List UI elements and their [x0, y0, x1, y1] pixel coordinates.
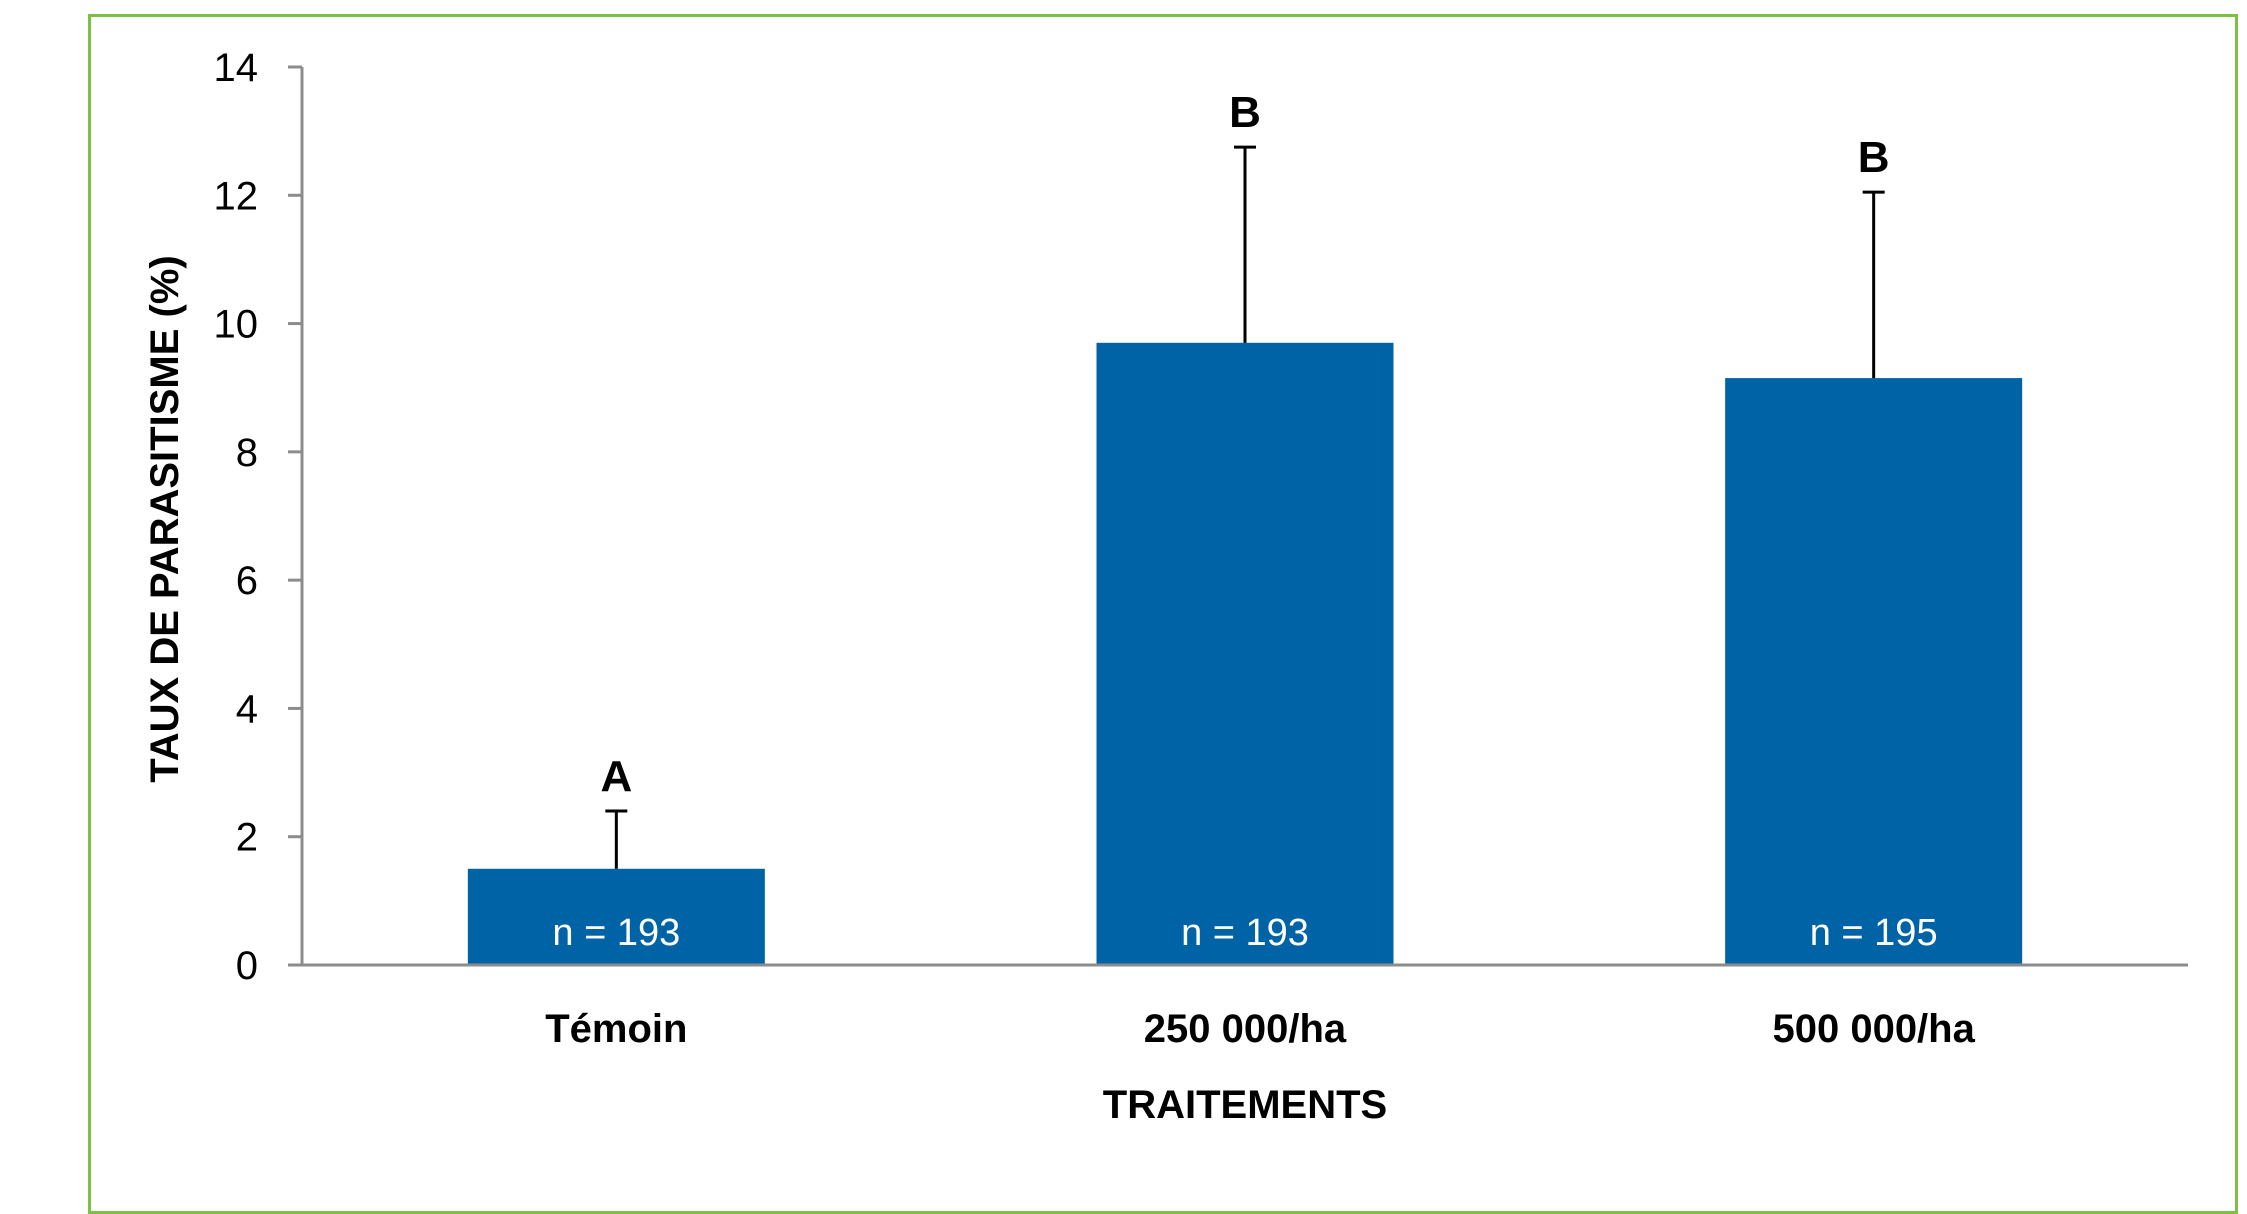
y-tick-label: 2 — [236, 816, 258, 860]
x-axis: Témoin 250 000/ha 500 000/ha — [302, 963, 2188, 1051]
sample-size-label: n = 195 — [1810, 912, 1938, 954]
x-tick-label: Témoin — [545, 1007, 687, 1051]
significance-label: A — [600, 752, 632, 801]
y-tick-label: 8 — [236, 431, 258, 475]
y-tick-label: 12 — [214, 174, 259, 218]
sample-size-label: n = 193 — [1181, 912, 1309, 954]
y-axis: 0 2 4 6 8 10 12 14 — [214, 46, 304, 988]
bars: An = 193 Bn = 193 Bn = 195 — [467, 88, 2023, 965]
significance-label: B — [1858, 133, 1890, 182]
x-axis-title: TRAITEMENTS — [1103, 1083, 1387, 1127]
y-axis-title: TAUX DE PARASITISME (%) — [143, 255, 187, 782]
bar-chart: 0 2 4 6 8 10 12 14 An = 193 Bn = 193 Bn = 195 Tém… — [143, 46, 2188, 1127]
significance-label: B — [1229, 88, 1261, 137]
bar — [467, 868, 765, 965]
bar — [1725, 378, 2023, 965]
bar — [1096, 342, 1394, 965]
x-tick-label: 250 000/ha — [1144, 1007, 1347, 1051]
y-tick-label: 6 — [236, 559, 258, 603]
y-tick-label: 4 — [236, 687, 258, 731]
y-tick-label: 10 — [214, 303, 259, 347]
y-tick-label: 0 — [236, 944, 258, 988]
y-tick-label: 14 — [214, 46, 259, 90]
x-tick-label: 500 000/ha — [1772, 1007, 1975, 1051]
sample-size-label: n = 193 — [552, 912, 680, 954]
